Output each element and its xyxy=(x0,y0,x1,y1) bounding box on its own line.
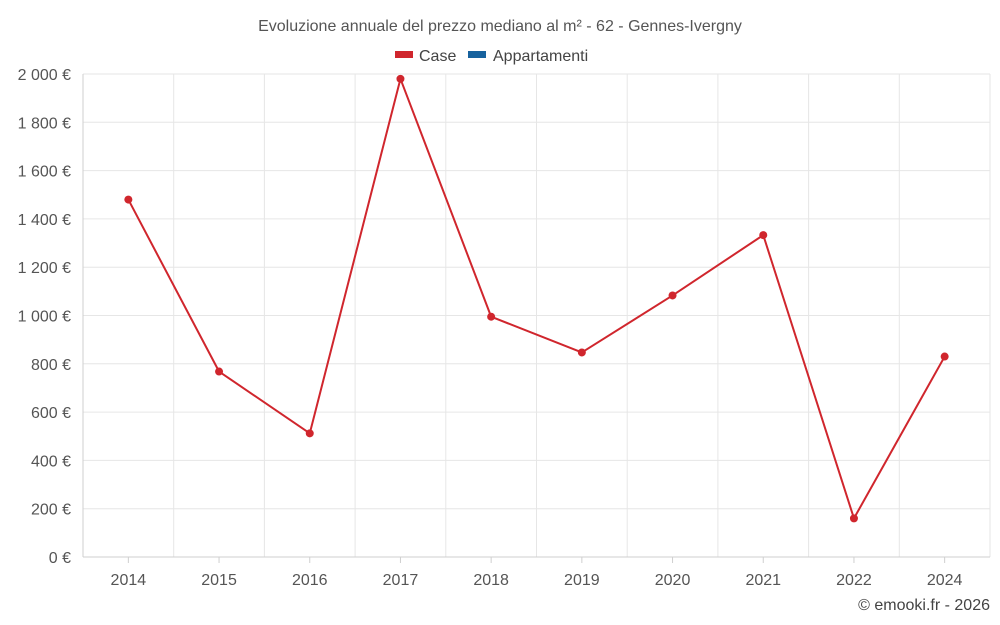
data-point-case-2018[interactable] xyxy=(487,312,496,321)
data-point-case-2024[interactable] xyxy=(940,352,949,361)
x-tick-label: 2016 xyxy=(292,572,328,589)
y-tick-label: 0 € xyxy=(49,550,71,567)
y-tick-label: 1 000 € xyxy=(18,309,71,326)
legend-swatch-case xyxy=(395,51,413,58)
grid xyxy=(82,73,991,558)
series-line-case xyxy=(127,77,946,520)
data-point-case-2022[interactable] xyxy=(849,514,858,523)
data-point-case-2016[interactable] xyxy=(305,429,314,438)
x-tick-label: 2020 xyxy=(655,572,691,589)
series-case xyxy=(124,74,949,523)
x-tick-label: 2022 xyxy=(836,572,872,589)
legend-item-case[interactable]: Case xyxy=(395,48,456,65)
y-tick-label: 400 € xyxy=(31,453,71,470)
x-tick-label: 2014 xyxy=(111,572,147,589)
chart-title: Evoluzione annuale del prezzo mediano al… xyxy=(258,18,742,35)
y-tick-label: 200 € xyxy=(31,502,71,519)
data-point-case-2015[interactable] xyxy=(215,367,224,376)
axes: 0 € 200 € 400 € 600 € 800 € 1 000 € 1 200 € 1 4… xyxy=(18,67,990,589)
y-tick-label: 1 600 € xyxy=(18,164,71,181)
y-tick-label: 1 200 € xyxy=(18,260,71,277)
y-tick-label: 2 000 € xyxy=(18,67,71,84)
data-point-case-2020[interactable] xyxy=(668,291,677,300)
x-tick-label: 2018 xyxy=(473,572,509,589)
y-tick-label: 600 € xyxy=(31,405,71,422)
data-point-case-2019[interactable] xyxy=(577,348,586,357)
legend: Case Appartamenti xyxy=(395,48,588,65)
legend-label-case: Case xyxy=(419,48,456,65)
y-tick-label: 1 800 € xyxy=(18,115,71,132)
y-tick-label: 800 € xyxy=(31,357,71,374)
legend-label-appartamenti: Appartamenti xyxy=(493,48,588,65)
x-tick-label: 2024 xyxy=(927,572,963,589)
credit-text: © emooki.fr - 2026 xyxy=(858,597,990,614)
legend-item-appartamenti[interactable]: Appartamenti xyxy=(468,48,588,65)
x-tick-label: 2017 xyxy=(383,572,419,589)
legend-swatch-appartamenti xyxy=(468,51,486,58)
data-point-case-2017[interactable] xyxy=(396,74,405,83)
x-tick-label: 2019 xyxy=(564,572,600,589)
y-tick-label: 1 400 € xyxy=(18,212,71,229)
data-point-case-2021[interactable] xyxy=(759,231,768,240)
x-tick-label: 2021 xyxy=(745,572,781,589)
x-tick-label: 2015 xyxy=(201,572,237,589)
data-point-case-2014[interactable] xyxy=(124,195,133,204)
